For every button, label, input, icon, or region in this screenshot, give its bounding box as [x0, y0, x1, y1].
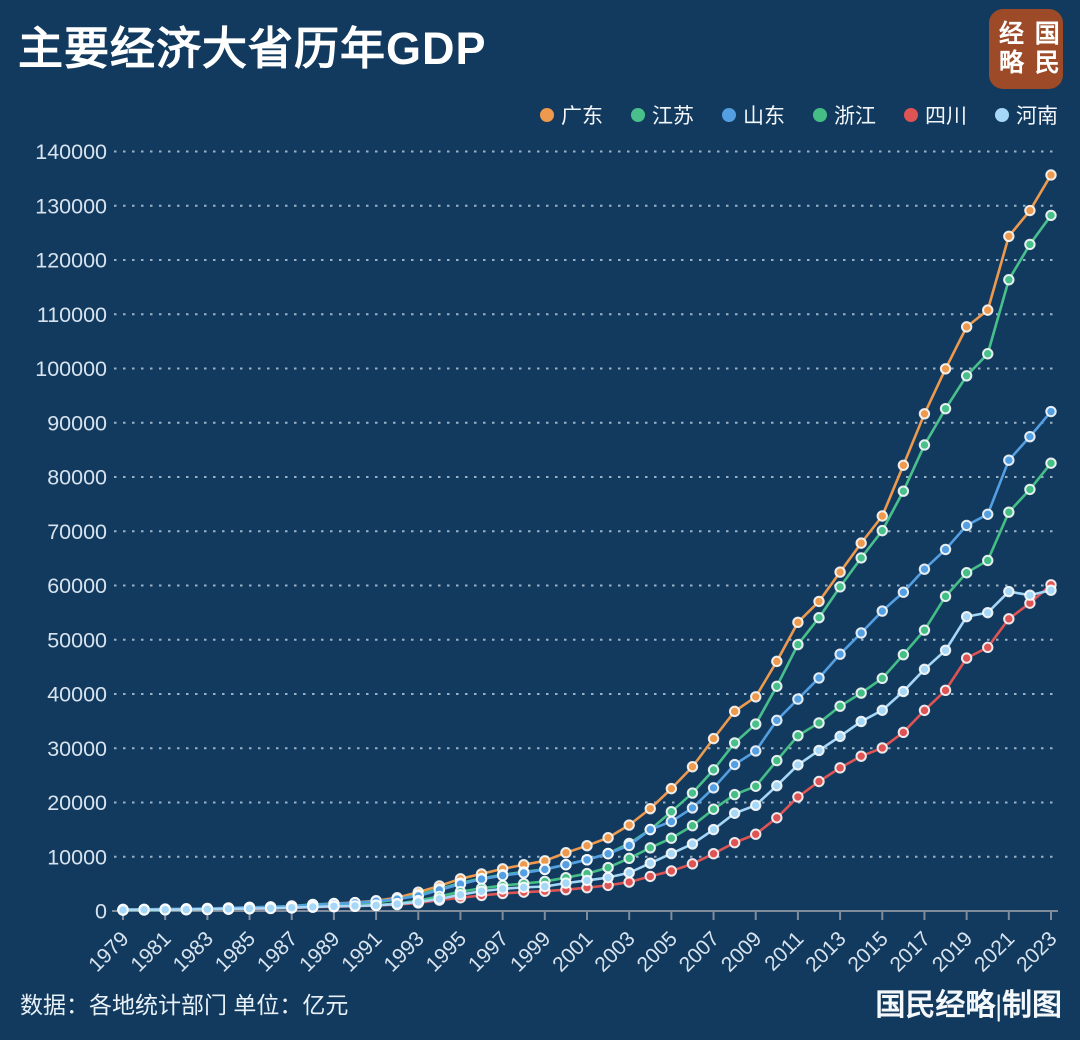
svg-text:1981: 1981: [126, 927, 175, 976]
legend-item-guangdong: 广东: [540, 100, 603, 130]
svg-text:2009: 2009: [717, 927, 766, 976]
legend-dot-icon: [995, 108, 1009, 122]
legend-item-jiangsu: 江苏: [631, 100, 694, 130]
legend-dot-icon: [904, 108, 918, 122]
chart-legend: 广东 江苏 山东 浙江 四川 河南: [540, 100, 1058, 130]
svg-text:140000: 140000: [35, 140, 107, 164]
svg-text:1999: 1999: [506, 927, 555, 976]
svg-text:2017: 2017: [886, 927, 935, 976]
credit-note: 国民经略|制图: [875, 989, 1062, 1022]
brand-logo: 经略 国民: [989, 9, 1063, 89]
legend-label: 四川: [925, 105, 967, 128]
legend-dot-icon: [540, 108, 554, 122]
svg-text:1985: 1985: [211, 927, 260, 976]
svg-text:1997: 1997: [464, 927, 513, 976]
legend-label: 河南: [1016, 105, 1058, 128]
svg-text:40000: 40000: [47, 683, 107, 707]
svg-text:2015: 2015: [844, 927, 893, 976]
svg-text:0: 0: [95, 900, 107, 924]
svg-text:80000: 80000: [47, 466, 107, 490]
svg-text:70000: 70000: [47, 520, 107, 544]
legend-dot-icon: [631, 108, 645, 122]
svg-text:130000: 130000: [35, 194, 107, 218]
svg-text:110000: 110000: [37, 303, 107, 327]
legend-item-shandong: 山东: [722, 100, 785, 130]
svg-text:20000: 20000: [47, 791, 107, 815]
svg-text:1993: 1993: [380, 927, 429, 976]
svg-text:10000: 10000: [47, 845, 107, 869]
svg-text:2007: 2007: [675, 927, 724, 976]
brand-logo-left-column: 经略: [995, 20, 1023, 78]
svg-text:100000: 100000: [35, 357, 107, 381]
svg-text:30000: 30000: [47, 737, 107, 761]
svg-text:1989: 1989: [295, 927, 344, 976]
legend-label: 广东: [561, 105, 603, 128]
legend-item-sichuan: 四川: [904, 100, 967, 130]
svg-text:1983: 1983: [169, 927, 218, 976]
svg-text:2013: 2013: [801, 927, 850, 976]
svg-text:120000: 120000: [35, 249, 107, 273]
legend-label: 浙江: [834, 105, 876, 128]
svg-text:1979: 1979: [84, 927, 133, 976]
legend-item-zhejiang: 浙江: [813, 100, 876, 130]
svg-text:2023: 2023: [1012, 927, 1061, 976]
svg-text:2005: 2005: [633, 927, 682, 976]
svg-text:50000: 50000: [47, 628, 107, 652]
svg-text:1991: 1991: [337, 927, 386, 976]
legend-label: 江苏: [652, 105, 694, 128]
svg-text:2001: 2001: [548, 927, 597, 976]
svg-text:2011: 2011: [760, 927, 808, 975]
svg-text:90000: 90000: [47, 411, 107, 435]
svg-text:2003: 2003: [590, 927, 639, 976]
legend-item-henan: 河南: [995, 100, 1058, 130]
svg-text:1987: 1987: [253, 927, 302, 976]
svg-text:1995: 1995: [422, 927, 471, 976]
data-source-note: 数据：各地统计部门 单位：亿元: [20, 992, 349, 1018]
svg-text:2021: 2021: [970, 927, 1019, 976]
legend-dot-icon: [813, 108, 827, 122]
page-title: 主要经济大省历年GDP: [18, 23, 487, 74]
legend-dot-icon: [722, 108, 736, 122]
svg-text:60000: 60000: [47, 574, 107, 598]
svg-text:2019: 2019: [928, 927, 977, 976]
legend-label: 山东: [743, 105, 785, 128]
brand-logo-right-column: 国民: [1031, 20, 1059, 78]
